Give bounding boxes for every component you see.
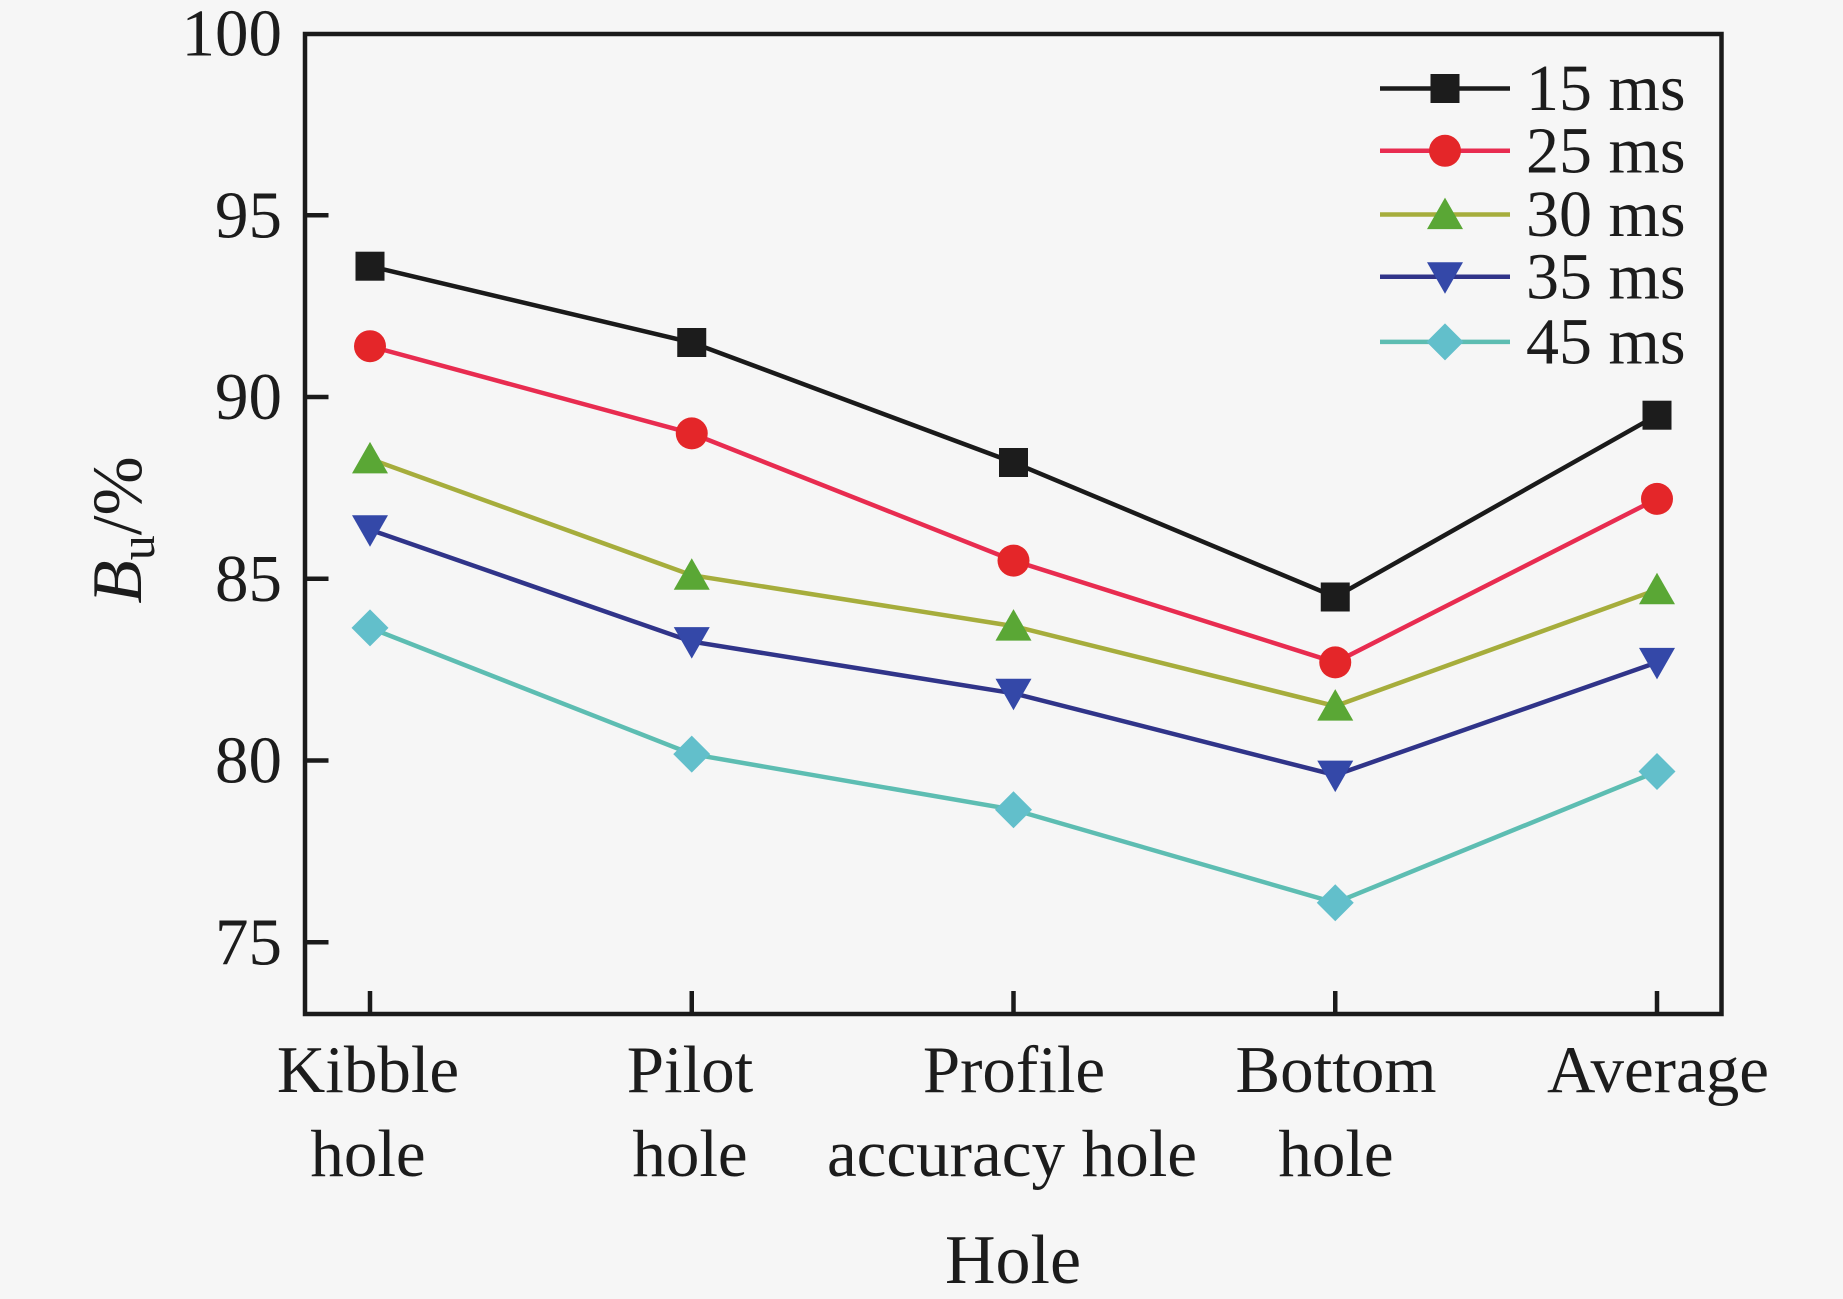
svg-text:35 ms: 35 ms (1526, 240, 1686, 313)
svg-text:75: 75 (215, 905, 282, 979)
svg-text:Hole: Hole (945, 1222, 1081, 1299)
svg-text:Average: Average (1547, 1033, 1769, 1107)
svg-text:hole: hole (632, 1117, 747, 1191)
svg-text:Profile: Profile (923, 1033, 1105, 1107)
svg-text:85: 85 (215, 542, 282, 616)
svg-text:Kibble: Kibble (277, 1033, 459, 1107)
svg-text:95: 95 (215, 178, 282, 252)
svg-text:30 ms: 30 ms (1526, 178, 1686, 251)
svg-text:90: 90 (215, 360, 282, 434)
svg-text:Pilot: Pilot (627, 1033, 754, 1107)
svg-text:25 ms: 25 ms (1526, 114, 1686, 187)
svg-text:Bu/%: Bu/% (79, 456, 165, 603)
svg-text:hole: hole (310, 1117, 425, 1191)
svg-text:45 ms: 45 ms (1526, 305, 1686, 378)
svg-text:15 ms: 15 ms (1526, 52, 1686, 125)
svg-text:Bottom: Bottom (1235, 1033, 1436, 1107)
svg-text:hole: hole (1278, 1117, 1393, 1191)
svg-text:80: 80 (215, 724, 282, 798)
svg-text:100: 100 (182, 0, 283, 71)
svg-text:accuracy hole: accuracy hole (827, 1117, 1197, 1191)
